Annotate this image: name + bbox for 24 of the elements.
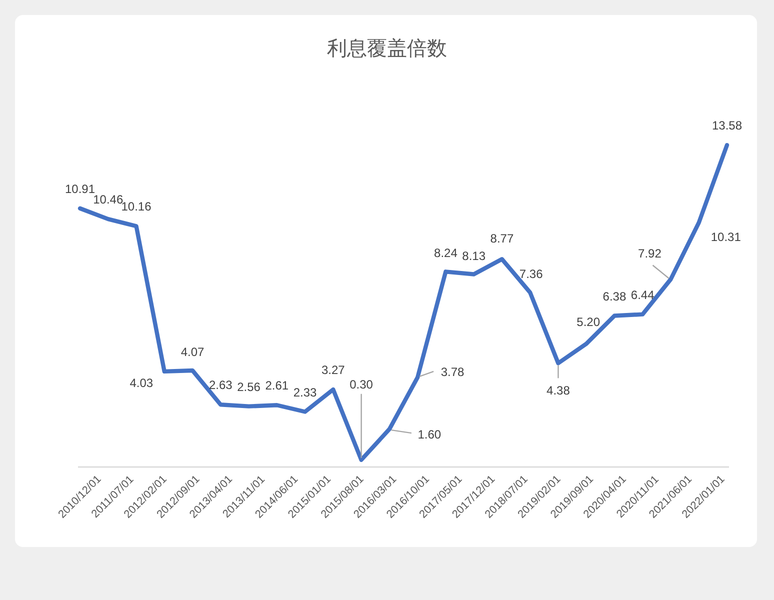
data-label: 7.36 (519, 267, 543, 282)
data-label: 6.44 (630, 288, 654, 302)
data-label: 8.13 (462, 248, 486, 263)
title: 利息覆盖倍数 (327, 38, 447, 60)
data-label: 6.38 (602, 289, 626, 304)
data-label: 3.27 (322, 362, 345, 377)
data-label: 2.63 (208, 378, 232, 392)
data-label: 8.24 (434, 246, 458, 260)
data-label: 1.60 (418, 428, 442, 442)
data-label: 4.38 (546, 384, 570, 398)
data-label: 8.77 (490, 232, 514, 246)
data-label: 10.31 (710, 230, 741, 244)
data-label: 7.92 (638, 246, 662, 261)
data-label: 2.33 (293, 385, 317, 400)
data-label: 10.91 (64, 182, 96, 196)
data-label: 2.61 (265, 378, 289, 393)
data-label: 3.78 (440, 364, 464, 379)
data-label: 13.58 (712, 118, 742, 133)
data-label: 5.20 (576, 315, 600, 330)
data-label: 10.46 (93, 192, 124, 207)
data-label: 4.07 (180, 345, 204, 360)
data-label: 4.03 (130, 376, 154, 390)
data-label: 2.56 (237, 380, 260, 394)
data-label: 0.30 (350, 377, 373, 392)
